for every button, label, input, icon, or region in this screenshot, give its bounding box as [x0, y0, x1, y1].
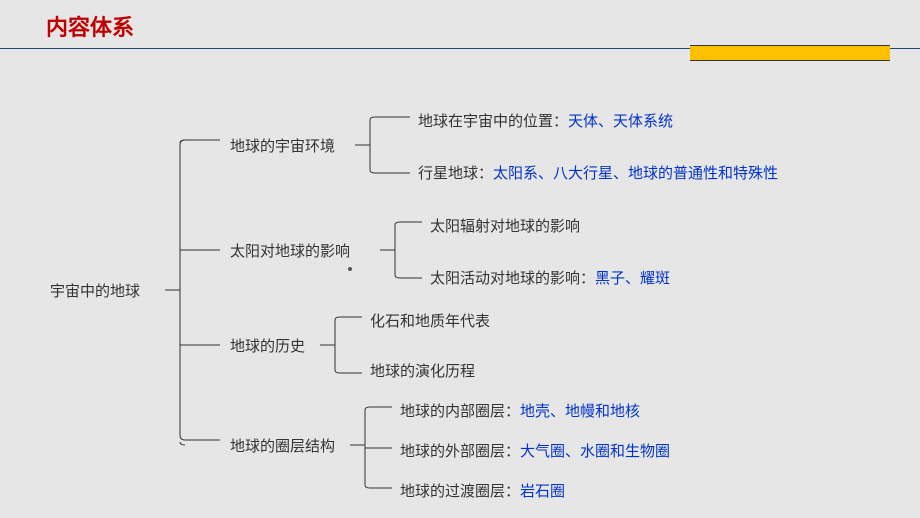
b2c2-keywords: 黑子、耀斑 [595, 270, 670, 287]
b4c2-keywords: 大气圈、水圈和生物圈 [520, 443, 670, 460]
b4c3-keywords: 岩石圈 [520, 483, 565, 500]
b4c1-prefix: 地球的内部圈层： [400, 403, 520, 420]
b1c1-prefix: 地球在宇宙中的位置： [418, 113, 568, 130]
root-label: 宇宙中的地球 [50, 283, 140, 300]
b1-label: 地球的宇宙环境 [230, 138, 335, 155]
branch-4: 地球的圈层结构 [230, 435, 335, 456]
b4-child-2: 地球的外部圈层：大气圈、水圈和生物圈 [400, 440, 670, 461]
b4c3-prefix: 地球的过渡圈层： [400, 483, 520, 500]
b4-label: 地球的圈层结构 [230, 438, 335, 455]
accent-banner [690, 45, 890, 61]
b1-child-1: 地球在宇宙中的位置：天体、天体系统 [418, 110, 673, 131]
b3-child-2: 地球的演化历程 [370, 360, 475, 381]
b1-child-2: 行星地球：太阳系、八大行星、地球的普通性和特殊性 [418, 162, 778, 183]
branch-1: 地球的宇宙环境 [230, 135, 335, 156]
b1c1-keywords: 天体、天体系统 [568, 113, 673, 130]
b2-label: 太阳对地球的影响 [230, 243, 350, 260]
b3-child-1: 化石和地质年代表 [370, 310, 490, 331]
b4-child-3: 地球的过渡圈层：岩石圈 [400, 480, 565, 501]
page-title: 内容体系 [46, 10, 920, 42]
b3c1-text: 化石和地质年代表 [370, 313, 490, 330]
marker-dot [348, 267, 352, 271]
root-node: 宇宙中的地球 [50, 280, 140, 301]
b2c1-text: 太阳辐射对地球的影响 [430, 218, 580, 235]
b2-child-1: 太阳辐射对地球的影响 [430, 215, 580, 236]
b4-child-1: 地球的内部圈层：地壳、地幔和地核 [400, 400, 640, 421]
b4c2-prefix: 地球的外部圈层： [400, 443, 520, 460]
b1c2-prefix: 行星地球： [418, 165, 493, 182]
b1c2-keywords: 太阳系、八大行星、地球的普通性和特殊性 [493, 165, 778, 182]
b4c1-keywords: 地壳、地幔和地核 [520, 403, 640, 420]
b3-label: 地球的历史 [230, 338, 305, 355]
branch-3: 地球的历史 [230, 335, 305, 356]
b3c2-text: 地球的演化历程 [370, 363, 475, 380]
b2c2-prefix: 太阳活动对地球的影响： [430, 270, 595, 287]
branch-2: 太阳对地球的影响 [230, 240, 350, 261]
tree-diagram: 宇宙中的地球 地球的宇宙环境 地球在宇宙中的位置：天体、天体系统 行星地球：太阳… [50, 95, 900, 495]
header: 内容体系 [0, 0, 920, 42]
b2-child-2: 太阳活动对地球的影响：黑子、耀斑 [430, 267, 670, 288]
